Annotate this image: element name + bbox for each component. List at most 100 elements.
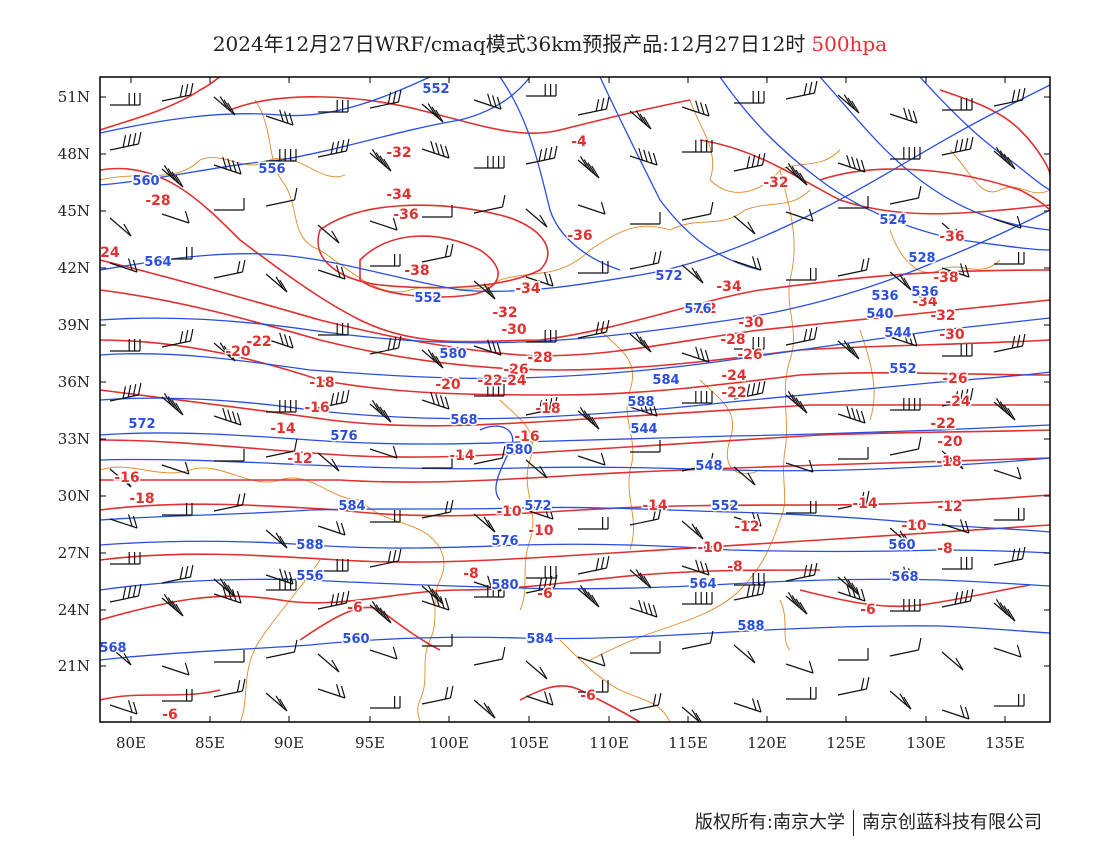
wind-barb-feather — [964, 137, 969, 151]
wind-barb — [993, 469, 1022, 480]
wind-barb-feather — [999, 401, 1008, 414]
wind-barb-feather — [127, 586, 132, 599]
border-line — [689, 99, 841, 193]
wind-barb — [473, 658, 503, 666]
temperature-contour-label: -24 — [501, 373, 527, 389]
wind-barb — [577, 159, 600, 179]
wind-barb — [265, 692, 288, 712]
wind-barb-feather — [643, 116, 652, 130]
temperature-contour-label: -22 — [930, 416, 955, 432]
temperature-contour-label: -24 — [721, 368, 747, 384]
wind-barb-feather — [383, 409, 392, 423]
wind-barb-feather — [241, 678, 246, 692]
wind-barb-feather — [123, 223, 132, 237]
wind-barb-feather — [995, 397, 1005, 411]
wind-barb-feather — [643, 601, 648, 614]
wind-barb-feather — [955, 657, 964, 671]
height-contour-label: 576 — [684, 302, 711, 317]
wind-barb — [733, 260, 762, 271]
wind-barb-feather — [652, 152, 658, 166]
wind-barb-feather — [583, 410, 592, 423]
wind-barb-feather — [847, 97, 856, 111]
wind-barb — [473, 345, 502, 356]
lat-tick-label: 51N — [58, 88, 90, 106]
wind-barb — [577, 656, 606, 667]
wind-barb — [473, 699, 496, 719]
wind-barb — [837, 340, 860, 360]
wind-barb-feather — [959, 390, 964, 403]
height-contour-line — [100, 578, 1050, 591]
wind-barb-feather — [163, 392, 173, 406]
wind-barb-feather — [605, 96, 610, 110]
wind-barb-feather — [275, 532, 284, 546]
wind-barb — [681, 352, 710, 363]
wind-barb-feather — [799, 172, 808, 186]
wind-barb — [733, 466, 756, 486]
wind-barb-feather — [548, 692, 554, 706]
wind-barb-feather — [548, 506, 554, 520]
wind-barb-feather — [444, 244, 449, 258]
temperature-contour-label: -30 — [939, 327, 965, 343]
height-contour-label: 552 — [889, 362, 916, 377]
wind-barb-feather — [747, 221, 756, 235]
height-contour-label: 576 — [491, 534, 518, 549]
wind-barb — [837, 688, 867, 696]
wind-barb-feather — [444, 396, 450, 410]
wind-barb-feather — [756, 153, 761, 167]
height-contour-label: 544 — [884, 326, 911, 341]
wind-barb-feather — [435, 109, 444, 123]
wind-barb-feather — [591, 165, 600, 179]
wind-barb-feather — [969, 588, 974, 602]
wind-barb-feather — [137, 131, 142, 145]
wind-barb-feather — [241, 492, 246, 506]
wind-barb-feather — [803, 329, 808, 342]
wind-barb — [317, 269, 346, 280]
wind-barb-feather — [340, 591, 345, 605]
border-line — [779, 169, 795, 361]
temperature-contour-label: -10 — [528, 523, 554, 539]
wind-barb-feather — [184, 210, 190, 224]
temperature-contour-label: -6 — [162, 707, 178, 723]
wind-barb-feather — [435, 393, 440, 406]
wind-barb-feather — [751, 512, 757, 525]
wind-barb-feather — [171, 600, 180, 614]
wind-barb-feather — [132, 584, 137, 598]
wind-barb-feather — [635, 110, 644, 123]
temperature-contour-label: -32 — [386, 145, 411, 161]
height-contour-label: 564 — [144, 255, 171, 270]
wind-barb-feather — [189, 82, 194, 96]
wind-barb-feather — [903, 330, 908, 343]
wind-barb-feather — [587, 591, 596, 605]
height-contour-label: 572 — [524, 499, 551, 514]
wind-barb-feather — [761, 581, 766, 595]
lon-tick-label: 120E — [747, 734, 787, 752]
wind-barb-feather — [1021, 333, 1026, 347]
height-contour-label: 572 — [655, 269, 682, 284]
wind-barb-feather — [647, 603, 653, 616]
temperature-contour-label: -28 — [527, 350, 552, 366]
height-contour-label: 588 — [627, 395, 654, 410]
height-contour-label: 552 — [422, 82, 449, 97]
height-contours — [100, 77, 1050, 661]
border-line — [100, 157, 346, 181]
temperature-contour-label: -36 — [567, 228, 592, 244]
wind-barb-feather — [808, 327, 813, 341]
wind-barb — [109, 468, 132, 488]
wind-barb — [577, 588, 600, 608]
wind-barb-feather — [219, 342, 228, 355]
wind-barb-feather — [431, 352, 440, 366]
wind-barb — [421, 103, 444, 123]
wind-barb-feather — [543, 148, 548, 161]
wind-barb-feather — [813, 80, 818, 94]
lat-tick-label: 39N — [58, 316, 90, 334]
wind-barb-feather — [808, 81, 813, 95]
height-contour-line — [100, 84, 1050, 292]
wind-barb-feather — [964, 520, 970, 534]
wind-barb-feather — [652, 693, 657, 707]
wind-barb — [993, 602, 1016, 622]
wind-barb-feather — [605, 555, 610, 569]
wind-barb-feather — [761, 380, 766, 394]
wind-barb-feather — [652, 604, 658, 618]
title-main: 2024年12月27日WRF/cmaq模式36km预报产品:12月27日12时 — [212, 32, 806, 56]
wind-barb-feather — [851, 346, 860, 360]
